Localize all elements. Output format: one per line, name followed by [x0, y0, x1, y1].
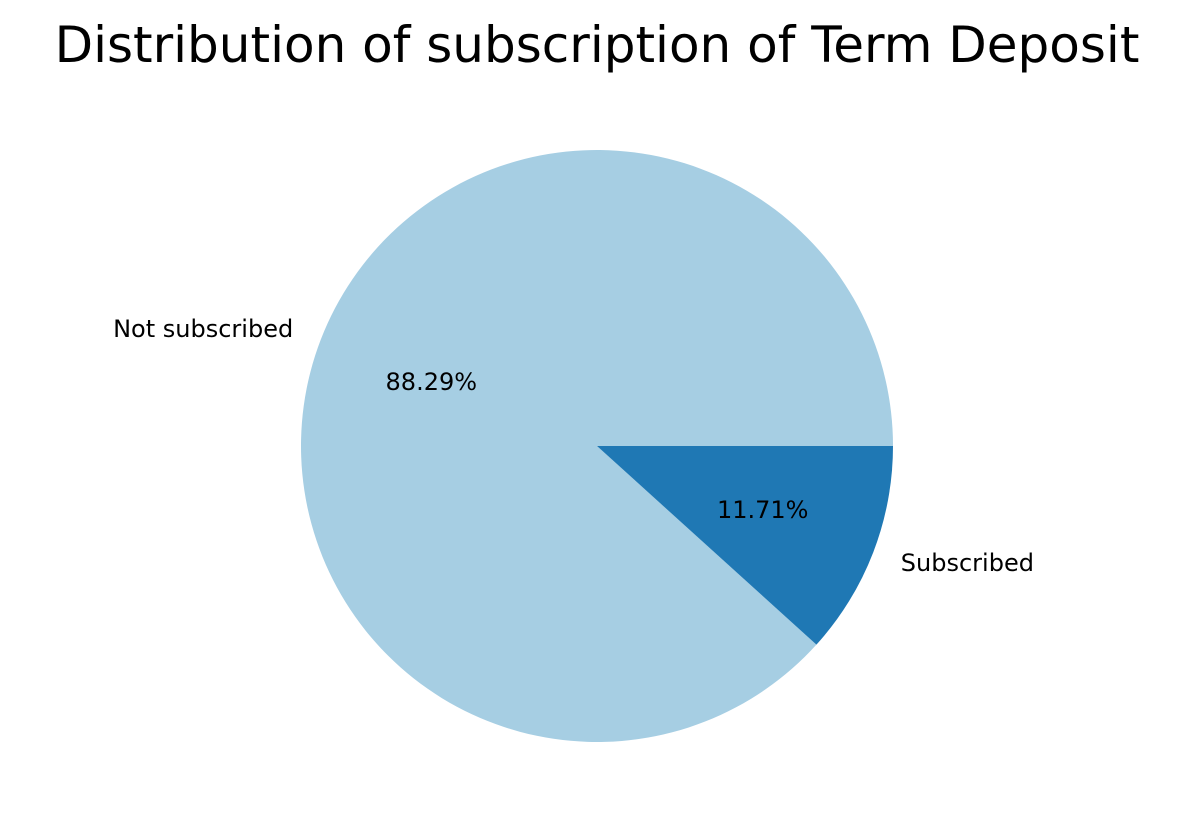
pie-slice-subscribed	[597, 446, 893, 645]
pie-labels: 88.29% Not subscribed 11.71% Subscribed	[113, 315, 1034, 577]
pie-value-label: 88.29%	[386, 368, 478, 396]
pie-category-label: Not subscribed	[113, 315, 293, 343]
pie-slices	[301, 149, 893, 742]
pie-slice-not-subscribed	[301, 149, 893, 742]
chart-title: Distribution of subscription of Term Dep…	[55, 16, 1140, 74]
pie-value-label: 11.71%	[717, 496, 809, 524]
pie-category-label: Subscribed	[901, 549, 1034, 577]
